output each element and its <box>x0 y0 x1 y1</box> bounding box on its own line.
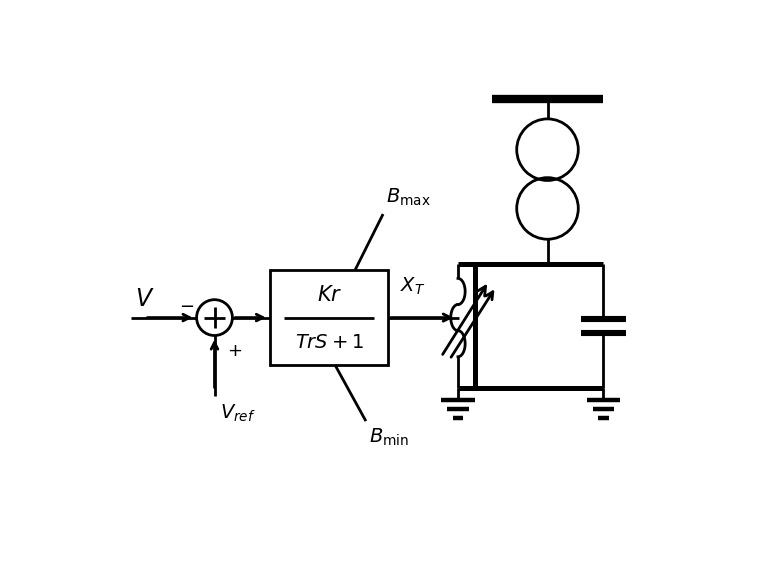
Text: $V$: $V$ <box>135 288 154 311</box>
Text: $B_{\rm max}$: $B_{\rm max}$ <box>386 187 431 208</box>
Text: $X_T$: $X_T$ <box>400 276 426 298</box>
Text: $V_{ref}$: $V_{ref}$ <box>220 403 256 424</box>
Text: $TrS+1$: $TrS+1$ <box>295 334 364 352</box>
Text: $B_{\rm min}$: $B_{\rm min}$ <box>369 427 409 448</box>
Text: $Kr$: $Kr$ <box>317 285 342 305</box>
Text: $-$: $-$ <box>178 296 194 314</box>
Text: $+$: $+$ <box>227 342 242 360</box>
